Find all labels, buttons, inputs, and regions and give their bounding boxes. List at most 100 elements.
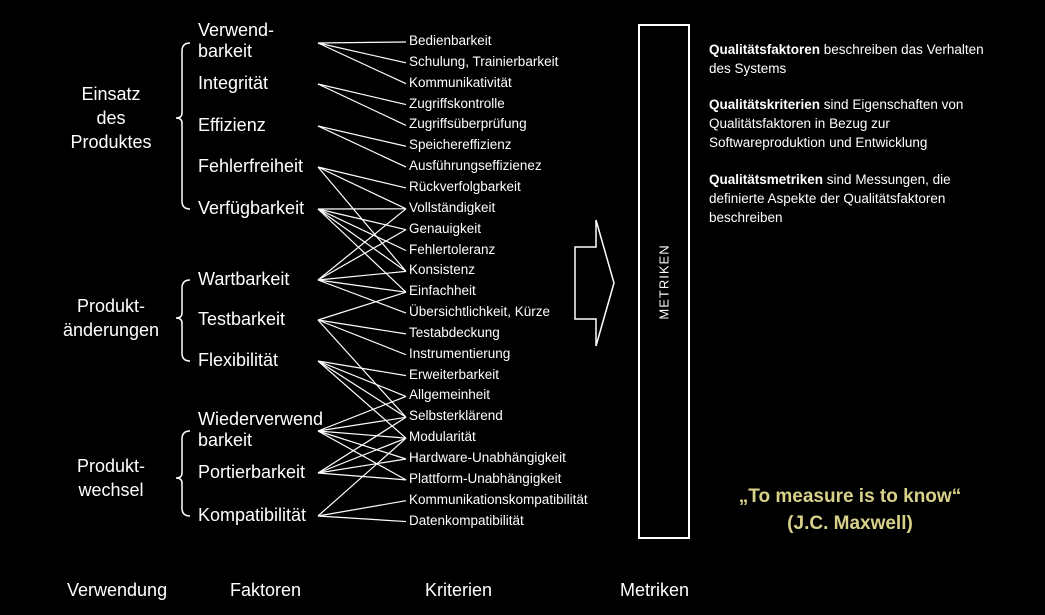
factor-criterion-link [317, 208, 407, 231]
group-bracket [175, 279, 191, 362]
factor-criterion-link [317, 416, 407, 432]
note-criteria-term: Qualitätskriterien [709, 97, 821, 112]
factor-criterion-link [317, 395, 407, 432]
criterion-13: Übersichtlichkeit, Kürze [409, 304, 551, 320]
factor-criterion-link [317, 360, 407, 439]
note-criteria-text: sind Eigenschaften von Qualitätsfaktoren… [709, 97, 964, 150]
group-bracket [175, 430, 191, 517]
factor-criterion-link [317, 319, 407, 335]
factor-10: Kompatibilität [198, 505, 306, 526]
factor-criterion-link [317, 437, 407, 474]
factor-criterion-link [317, 166, 407, 210]
factor-label-line: Wiederverwend [198, 409, 324, 429]
factor-3: Fehlerfreiheit [198, 156, 303, 177]
factor-1: Integrität [198, 73, 268, 94]
factor-label-line: Integrität [198, 73, 269, 93]
factor-criterion-link [317, 208, 407, 281]
note-factors-text: beschreiben das Verhalten des Systems [709, 42, 984, 76]
usage-group-0: Einsatz des Produktes [46, 82, 176, 154]
factor-criterion-link [317, 83, 407, 106]
factor-label-line: Verwend- [198, 20, 275, 40]
column-title-kriterien: Kriterien [425, 580, 493, 600]
factor-8: Wiederverwend barkeit [198, 409, 323, 451]
group-bracket [175, 42, 191, 210]
factor-criterion-link [317, 319, 407, 356]
factor-criterion-link [317, 416, 407, 474]
criterion-7: Rückverfolgbarkeit [409, 178, 521, 194]
factor-criterion-link [317, 208, 407, 252]
factor-criterion-link [317, 360, 407, 398]
factor-5: Wartbarkeit [198, 269, 289, 290]
factor-4: Verfügbarkeit [198, 198, 304, 219]
note-factors-term: Qualitätsfaktoren [709, 42, 821, 57]
criterion-11: Konsistenz [409, 262, 476, 278]
criterion-8: Vollständigkeit [409, 199, 496, 215]
factor-7: Flexibilität [198, 350, 278, 371]
note-metrics-term: Qualitätsmetriken [709, 172, 824, 187]
note-metrics-text: sind Messungen, die definierte Aspekte d… [709, 172, 951, 225]
factor-criterion-link [317, 360, 407, 418]
column-title-metriken: Metriken [620, 580, 690, 600]
factor-criterion-link [317, 270, 407, 281]
factor-criterion-link [317, 208, 407, 293]
factor-label-line: barkeit [198, 41, 253, 61]
column-title-verwendung: Verwendung [67, 580, 168, 600]
factor-label-line: Testbarkeit [198, 309, 286, 329]
usage-group-line: Produkt- [76, 296, 146, 316]
criterion-1: Schulung, Trainierbarkeit [409, 53, 559, 69]
usage-group-line: wechsel [78, 480, 144, 500]
criterion-6: Ausführungseffizienez [409, 158, 542, 174]
factor-criterion-link [317, 500, 407, 517]
factor-label-line: barkeit [198, 430, 253, 450]
criterion-14: Testabdeckung [409, 324, 500, 340]
criterion-2: Kommunikativität [409, 74, 512, 90]
usage-group-line: Produkt- [76, 456, 146, 476]
factor-criterion-link [317, 125, 407, 147]
factor-criterion-link [317, 430, 407, 439]
criterion-9: Genauigkeit [409, 220, 482, 236]
factor-0: Verwend-barkeit [198, 20, 274, 62]
factor-criterion-link [317, 83, 407, 126]
factor-label-line: Wartbarkeit [198, 269, 290, 289]
criterion-5: Speichereffizienz [409, 137, 512, 153]
factor-label-line: Effizienz [198, 115, 266, 135]
usage-group-line: Produktes [70, 132, 152, 152]
note-metrics: Qualitätsmetriken sind Messungen, die de… [709, 170, 1009, 227]
factor-criterion-link [317, 279, 407, 314]
usage-group-1: Produkt-änderungen [46, 294, 176, 342]
criterion-0: Bedienbarkeit [409, 33, 492, 48]
criterion-21: Plattform-Unabhängigkeit [409, 470, 562, 486]
note-criteria: Qualitätskriterien sind Eigenschaften vo… [709, 95, 1009, 152]
arrow-right-icon [574, 219, 615, 347]
factor-label-line: Kompatibilität [198, 505, 307, 525]
factor-2: Effizienz [198, 115, 266, 136]
factor-criterion-link [317, 42, 407, 64]
factor-label-line: Verfügbarkeit [198, 198, 305, 218]
factor-criterion-link [317, 437, 407, 517]
factor-criterion-link [317, 360, 407, 377]
factor-6: Testbarkeit [198, 309, 285, 330]
factor-criterion-link [317, 458, 407, 474]
factor-label-line: Portierbarkeit [198, 462, 306, 482]
factor-criterion-link [317, 291, 407, 321]
criterion-19: Modularität [409, 429, 476, 445]
factor-criterion-link [317, 125, 407, 168]
criterion-3: Zugriffskontrolle [409, 95, 505, 111]
metriken-box: METRIKEN [638, 24, 690, 539]
note-factors: Qualitätsfaktoren beschreiben das Verhal… [709, 40, 1009, 78]
usage-group-line: änderungen [62, 320, 160, 340]
criterion-22: Kommunikationskompatibilität [409, 491, 588, 507]
criterion-12: Einfachheit [409, 283, 476, 299]
column-title-faktoren: Faktoren [230, 580, 302, 600]
factor-criterion-link [317, 41, 407, 44]
criterion-4: Zugriffsüberprüfung [409, 116, 527, 132]
factor-label-line: Fehlerfreiheit [198, 156, 304, 176]
factor-label-line: Flexibilität [198, 350, 279, 370]
criterion-20: Hardware-Unabhängigkeit [409, 450, 566, 465]
criterion-10: Fehlertoleranz [409, 241, 496, 257]
factor-criterion-link [317, 515, 407, 523]
criterion-23: Datenkompatibilität [409, 512, 524, 528]
factor-criterion-link [317, 166, 407, 189]
criterion-17: Allgemeinheit [409, 387, 491, 403]
